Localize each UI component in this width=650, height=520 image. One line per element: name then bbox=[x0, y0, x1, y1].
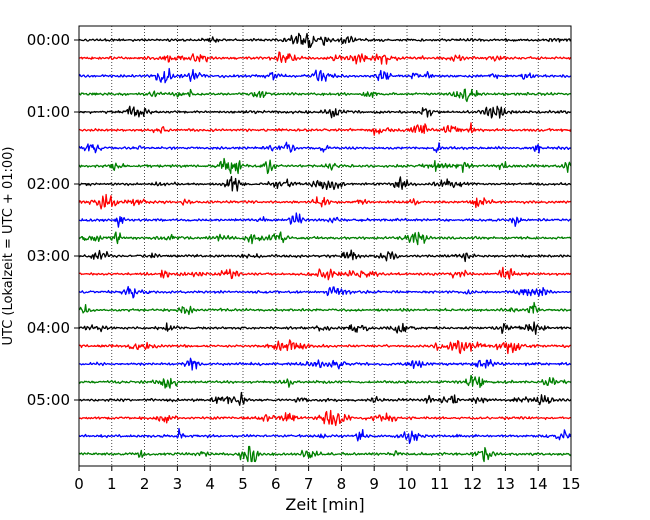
trace-row bbox=[78, 374, 572, 389]
trace-row bbox=[78, 212, 572, 228]
trace-row bbox=[78, 157, 572, 175]
trace-row bbox=[78, 193, 572, 210]
x-tick-label: 9 bbox=[369, 475, 379, 493]
y-tick-label: 05:00 bbox=[27, 391, 70, 409]
x-tick-label: 14 bbox=[529, 475, 548, 493]
y-tick-label: 04:00 bbox=[27, 319, 70, 337]
x-tick-label: 2 bbox=[140, 475, 150, 493]
y-axis-ticks: 00:00 01:00 02:00 03:00 04:00 05:00 bbox=[27, 31, 79, 409]
trace-row bbox=[78, 285, 572, 299]
x-tick-label: 0 bbox=[74, 475, 84, 493]
trace-row bbox=[78, 391, 572, 406]
trace-row bbox=[78, 427, 572, 445]
y-tick-label: 02:00 bbox=[27, 175, 70, 193]
trace-row bbox=[78, 105, 572, 119]
trace-row bbox=[78, 32, 572, 49]
x-tick-label: 7 bbox=[304, 475, 314, 493]
x-axis-label: Zeit [min] bbox=[285, 495, 364, 514]
trace-row bbox=[79, 357, 572, 371]
x-tick-label: 4 bbox=[205, 475, 215, 493]
trace-row bbox=[78, 339, 571, 355]
trace-row bbox=[78, 141, 572, 154]
trace-row bbox=[78, 266, 572, 281]
y-tick-label: 00:00 bbox=[27, 31, 70, 49]
x-tick-label: 10 bbox=[397, 475, 416, 493]
trace-row bbox=[79, 51, 572, 65]
trace-row bbox=[78, 409, 571, 427]
y-tick-label: 01:00 bbox=[27, 103, 70, 121]
x-axis-ticks: 0 1 2 3 4 5 6 7 8 9 10 11 12 13 14 15 bbox=[74, 466, 581, 493]
y-tick-label: 03:00 bbox=[27, 247, 70, 265]
trace-row bbox=[78, 88, 572, 103]
trace-row bbox=[78, 445, 572, 463]
trace-row bbox=[78, 67, 571, 84]
x-tick-label: 1 bbox=[107, 475, 117, 493]
trace-row bbox=[78, 122, 572, 136]
trace-row bbox=[78, 301, 572, 316]
trace-layer bbox=[78, 32, 572, 463]
x-tick-label: 3 bbox=[173, 475, 183, 493]
y-axis-label: UTC (Lokalzeit = UTC + 01:00) bbox=[1, 147, 16, 346]
x-tick-label: 5 bbox=[238, 475, 248, 493]
plot-frame bbox=[78, 25, 572, 467]
grid-layer bbox=[111, 26, 539, 466]
trace-row bbox=[78, 249, 572, 263]
x-tick-label: 11 bbox=[430, 475, 449, 493]
trace-row bbox=[78, 231, 572, 246]
x-tick-label: 15 bbox=[561, 475, 580, 493]
x-tick-label: 8 bbox=[337, 475, 347, 493]
x-tick-label: 13 bbox=[496, 475, 515, 493]
trace-row bbox=[78, 321, 572, 335]
x-tick-label: 12 bbox=[463, 475, 482, 493]
trace-row bbox=[78, 175, 572, 192]
x-tick-label: 6 bbox=[271, 475, 281, 493]
